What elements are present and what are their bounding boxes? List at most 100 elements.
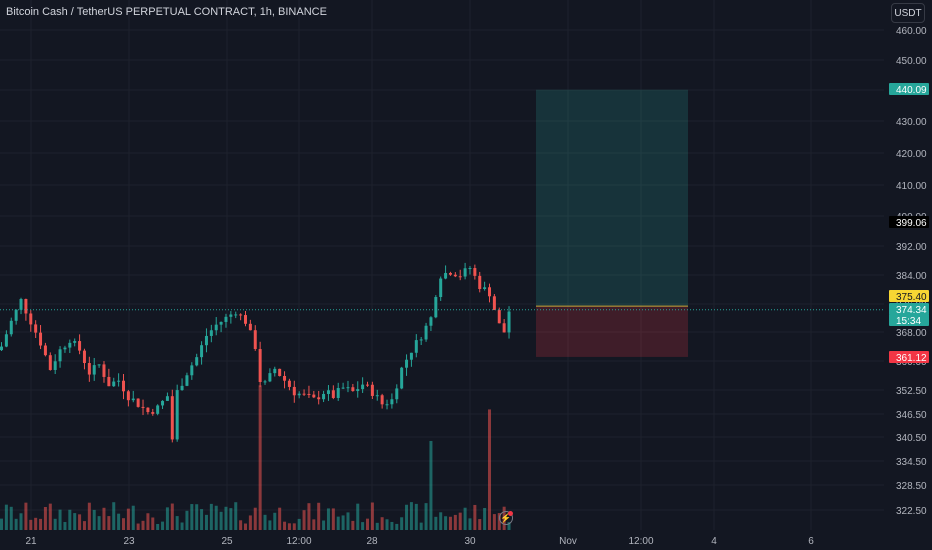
candle-body <box>263 381 267 383</box>
y-tick-label: 334.50 <box>896 457 927 468</box>
volume-bar <box>268 520 272 530</box>
price-marker-label: 15:34 <box>896 316 921 327</box>
candle-body <box>356 389 360 392</box>
x-tick-label: 21 <box>25 536 37 547</box>
candle-body <box>312 394 316 398</box>
candle-body <box>429 317 433 326</box>
volume-bar <box>204 514 208 530</box>
candle-body <box>297 393 301 396</box>
candle-body <box>483 287 487 290</box>
candle-body <box>278 368 282 376</box>
volume-bar <box>444 516 448 530</box>
volume-bar <box>97 516 101 530</box>
candle-body <box>273 368 277 374</box>
volume-bar <box>312 519 316 530</box>
volume-bar <box>39 518 43 530</box>
x-tick-label: 12:00 <box>286 536 311 547</box>
volume-bar <box>219 511 223 530</box>
volume-bar <box>483 507 487 530</box>
candle-body <box>302 393 306 395</box>
candle-body <box>258 349 262 382</box>
candle-body <box>395 388 399 400</box>
volume-bar <box>19 513 23 530</box>
lightning-icon[interactable]: ⚡ <box>499 511 513 525</box>
currency-button[interactable]: USDT <box>891 3 925 23</box>
candle-body <box>107 376 111 387</box>
candle-body <box>34 324 38 333</box>
candle-body <box>136 398 140 407</box>
candle-body <box>390 399 394 405</box>
candle-body <box>448 272 452 275</box>
volume-bar <box>185 510 189 530</box>
candle-body <box>331 390 335 398</box>
candle-body <box>341 387 345 389</box>
volume-bar <box>161 521 165 530</box>
volume-bar <box>283 521 287 530</box>
volume-bar <box>122 518 125 530</box>
volume-bar <box>478 519 482 530</box>
volume-bar <box>141 520 145 530</box>
volume-bar <box>297 518 301 530</box>
volume-bar <box>82 521 86 530</box>
x-tick-label: 23 <box>123 536 135 547</box>
candle-body <box>92 365 96 375</box>
candle-body <box>9 320 13 335</box>
y-tick-label: 420.00 <box>896 149 927 160</box>
candle-body <box>87 363 91 375</box>
candle-body <box>351 387 355 392</box>
volume-bar <box>214 505 218 530</box>
candle-body <box>185 375 189 386</box>
candle-body <box>419 339 423 341</box>
candle-body <box>473 268 477 276</box>
x-tick-label: 25 <box>221 536 233 547</box>
volume-bar <box>409 502 413 530</box>
candle-body <box>244 315 247 324</box>
candle-body <box>336 388 340 398</box>
candle-body <box>156 405 160 414</box>
candle-body <box>502 323 506 333</box>
volume-bar <box>131 505 135 530</box>
volume-bar <box>87 502 91 530</box>
volume-bar <box>341 515 345 530</box>
candle-body <box>126 391 130 401</box>
x-tick-label: Nov <box>559 536 577 547</box>
volume-bar <box>390 521 394 530</box>
x-tick-label: 30 <box>464 536 476 547</box>
candle-body <box>463 268 467 277</box>
x-tick-label: 12:00 <box>628 536 653 547</box>
volume-bar <box>239 520 243 530</box>
candle-body <box>19 299 23 310</box>
candle-body <box>117 380 121 382</box>
candle-body <box>180 385 184 391</box>
volume-bar <box>361 522 365 530</box>
volume-bar <box>429 440 433 530</box>
volume-bar <box>453 514 457 530</box>
volume-bar <box>424 503 428 530</box>
candle-body <box>444 272 448 279</box>
candle-body <box>209 330 213 336</box>
volume-bar <box>253 507 257 530</box>
candle-body <box>234 314 238 316</box>
volume-bar <box>331 508 335 530</box>
candle-body <box>78 341 82 351</box>
candle-body <box>492 296 496 311</box>
y-tick-label: 450.00 <box>896 56 927 67</box>
volume-bar <box>263 514 267 530</box>
candle-body <box>361 384 365 390</box>
candle-body <box>400 367 404 389</box>
volume-bar <box>117 513 121 530</box>
chart-title: Bitcoin Cash / TetherUS PERPETUAL CONTRA… <box>6 6 327 18</box>
price-marker-countdown <box>889 314 929 326</box>
volume-bar <box>317 502 321 530</box>
y-tick-label: 322.50 <box>896 506 927 517</box>
volume-bar <box>473 504 477 530</box>
volume-bar <box>73 513 77 530</box>
volume-bar <box>136 523 140 530</box>
candle-body <box>292 386 296 396</box>
candle-body <box>195 357 199 366</box>
volume-bar <box>448 516 452 530</box>
candle-body <box>375 395 379 397</box>
x-tick-label: 6 <box>808 536 814 547</box>
x-tick-label: 28 <box>366 536 378 547</box>
